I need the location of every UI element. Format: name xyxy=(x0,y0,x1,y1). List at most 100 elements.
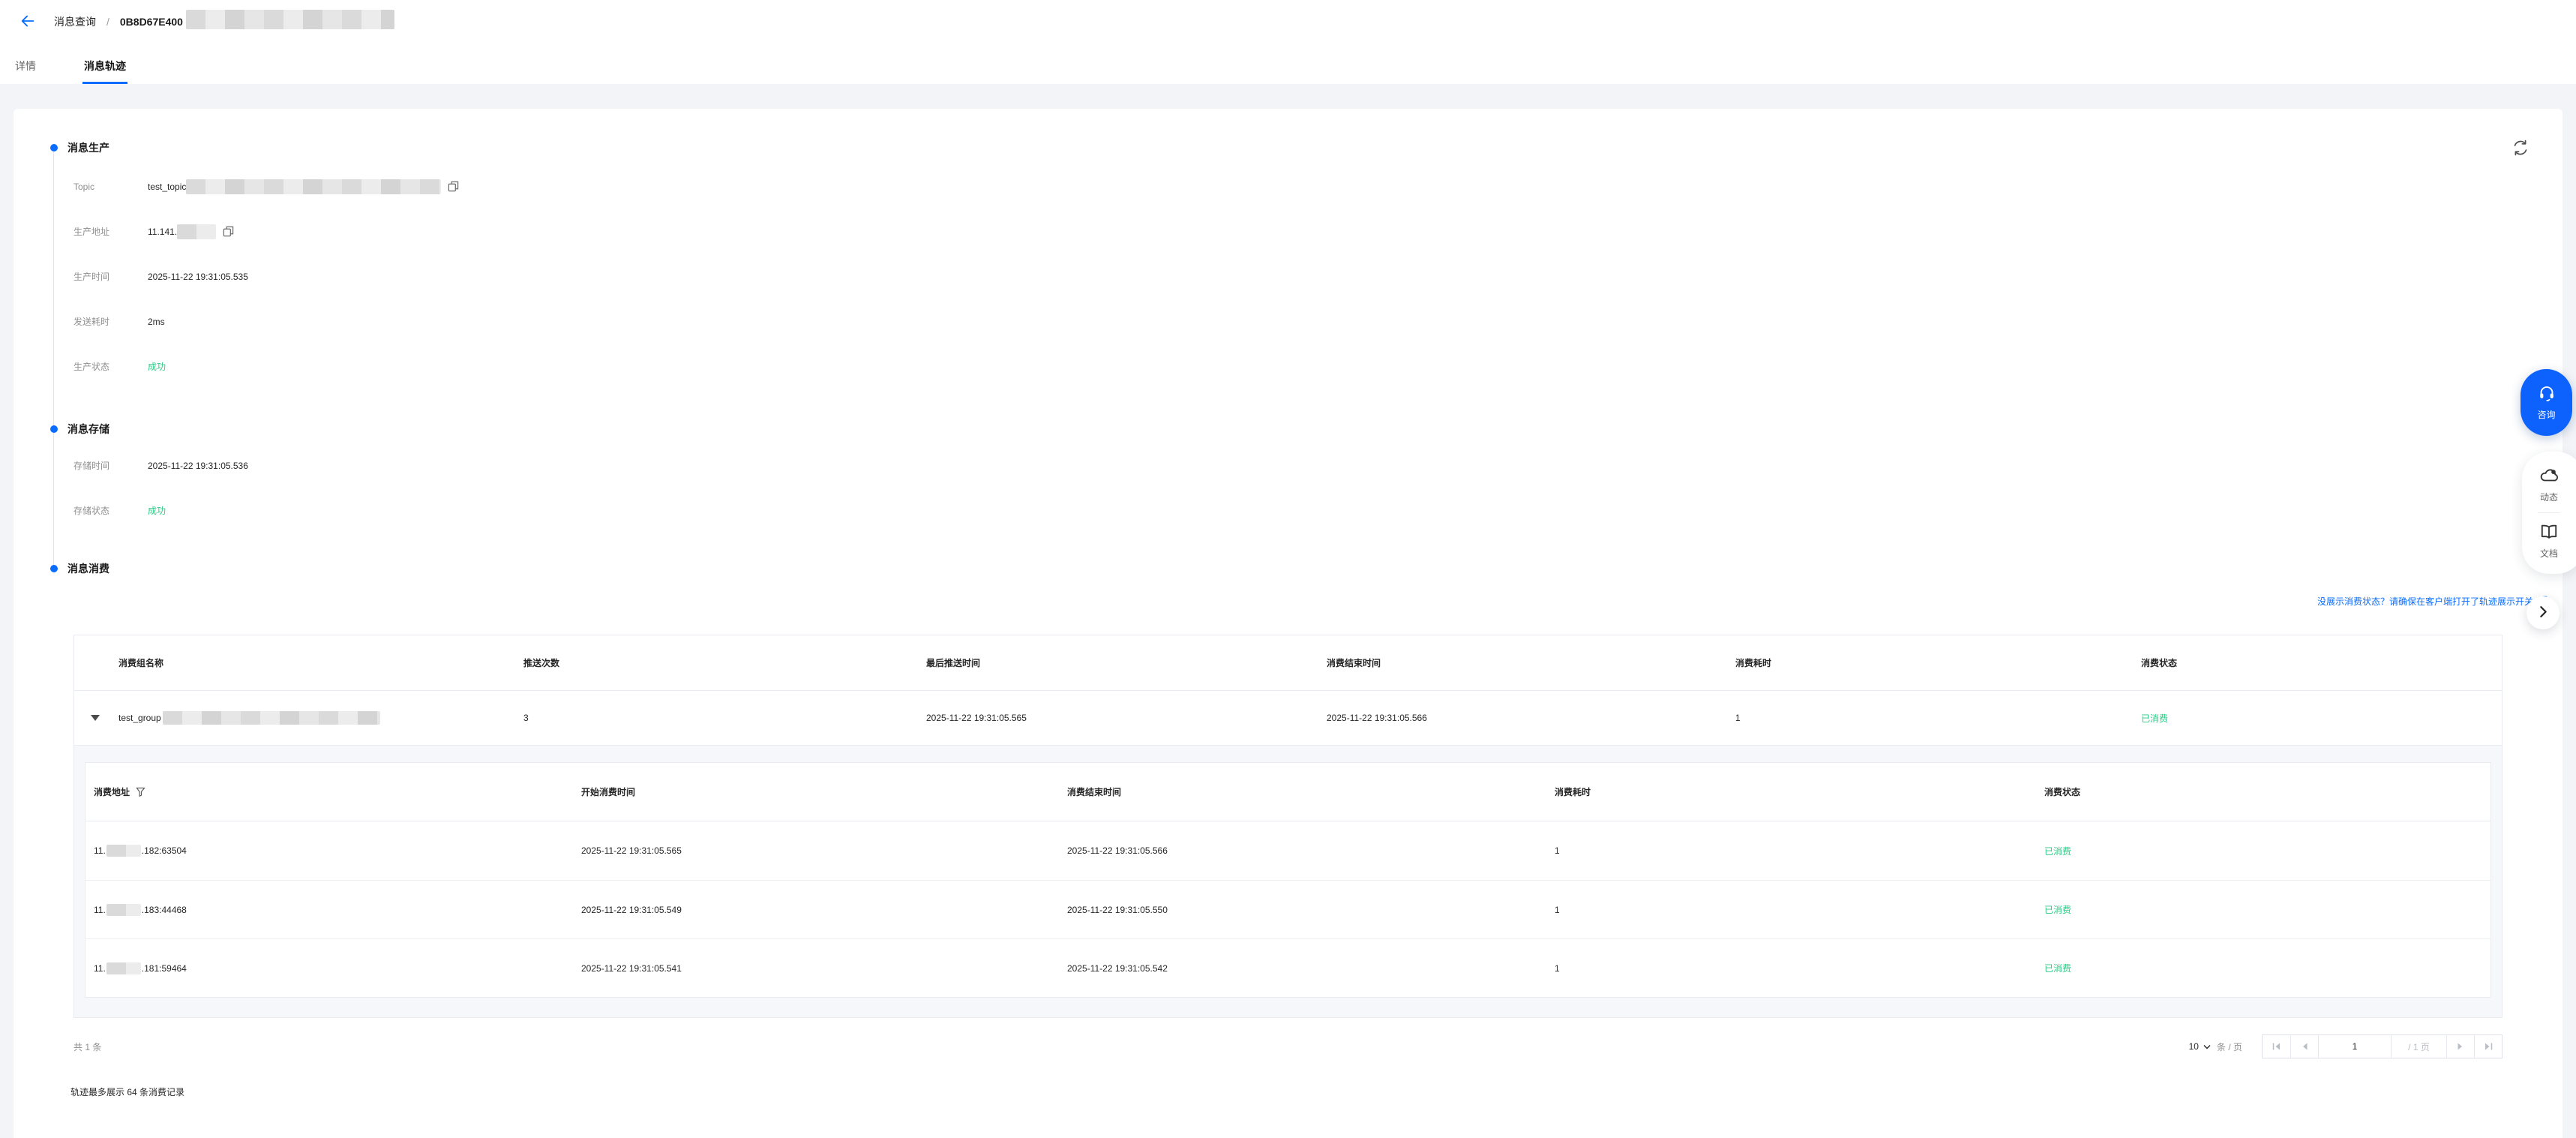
trace-switch-help-link[interactable]: 没展示消费状态？请确保在客户端打开了轨迹展示开关 xyxy=(2317,595,2548,608)
topic-value: test_topic xyxy=(148,181,187,192)
field-produce-address: 生产地址 11.141. xyxy=(73,224,2563,239)
consume-address: 11. xyxy=(94,962,106,974)
redacted-ip xyxy=(106,903,141,916)
field-send-cost: 发送耗时 2ms xyxy=(73,315,2563,328)
consume-address-suffix: .183:44468 xyxy=(141,904,187,915)
col-header: 消费地址 xyxy=(94,787,130,797)
consume-address: 11. xyxy=(94,845,106,856)
top-bar: 消息查询 / 0B8D67E400 xyxy=(0,0,2576,44)
consume-start-cell: 2025-11-22 19:31:05.541 xyxy=(581,962,682,974)
section-title-storage: 消息存储 xyxy=(50,422,2563,437)
consume-start-cell: 2025-11-22 19:31:05.549 xyxy=(581,904,682,915)
consume-status-badge: 已消费 xyxy=(2044,905,2072,915)
news-button[interactable]: 动态 xyxy=(2539,466,2566,503)
produce-status-badge: 成功 xyxy=(148,362,166,372)
expanded-row-area: 消费地址 开始消费时间 消费结束时间 消费耗时 消费状态 11. xyxy=(74,745,2502,1017)
page-controls: 1 / 1 页 xyxy=(2262,1034,2503,1058)
field-label: 生产状态 xyxy=(73,362,110,372)
book-icon xyxy=(2539,522,2559,544)
consume-end-time-cell: 2025-11-22 19:31:05.566 xyxy=(1327,713,1427,723)
redacted-topic xyxy=(186,179,442,194)
consume-status-badge: 已消费 xyxy=(2044,963,2072,974)
tab-message-trace[interactable]: 消息轨迹 xyxy=(82,59,127,84)
consume-end-cell: 2025-11-22 19:31:05.566 xyxy=(1067,845,1168,856)
arrow-left-icon xyxy=(19,13,36,32)
group-table-row: test_group 3 2025-11-22 19:31:05.565 202… xyxy=(74,691,2502,745)
col-header: 开始消费时间 xyxy=(581,787,636,797)
panel-expand-button[interactable] xyxy=(2527,596,2560,629)
side-tool-pill: 动态 文档 xyxy=(2522,452,2576,574)
last-push-time-cell: 2025-11-22 19:31:05.565 xyxy=(926,713,1027,723)
store-status-badge: 成功 xyxy=(148,506,166,516)
collapse-row-icon[interactable] xyxy=(91,715,100,721)
detail-table-row: 11. .182:63504 2025-11-22 19:31:05.565 2… xyxy=(85,821,2491,880)
pill-divider xyxy=(2538,512,2560,513)
col-header: 消费耗时 xyxy=(1735,658,1772,668)
tab-bar: 详情 消息轨迹 xyxy=(0,44,2576,84)
col-header: 消费结束时间 xyxy=(1327,658,1381,668)
redacted-message-id xyxy=(185,10,394,29)
consume-address-suffix: .181:59464 xyxy=(141,962,187,974)
refresh-icon[interactable] xyxy=(2512,139,2530,159)
breadcrumb-root[interactable]: 消息查询 xyxy=(54,16,96,28)
consume-address: 11. xyxy=(94,904,106,915)
consume-cost-cell: 1 xyxy=(1555,962,1560,974)
docs-label: 文档 xyxy=(2539,548,2558,559)
send-cost-value: 2ms xyxy=(148,316,165,327)
push-count-cell: 3 xyxy=(523,713,529,723)
cloud-bell-icon xyxy=(2539,466,2559,488)
consume-detail-table: 消费地址 开始消费时间 消费结束时间 消费耗时 消费状态 11. xyxy=(85,762,2491,998)
total-pages-label: / 1 页 xyxy=(2391,1035,2446,1058)
detail-table-header: 消费地址 开始消费时间 消费结束时间 消费耗时 消费状态 xyxy=(85,763,2491,821)
col-header: 消费组名称 xyxy=(118,658,164,668)
consult-button[interactable]: 咨询 xyxy=(2521,369,2572,436)
last-page-button[interactable] xyxy=(2474,1035,2502,1058)
copy-icon[interactable] xyxy=(448,181,459,192)
col-header: 推送次数 xyxy=(523,658,560,668)
timeline-line xyxy=(53,152,54,570)
field-produce-time: 生产时间 2025-11-22 19:31:05.535 xyxy=(73,270,2563,283)
field-label: 生产地址 xyxy=(73,227,110,237)
col-header: 消费状态 xyxy=(2141,658,2178,668)
col-header: 消费耗时 xyxy=(1555,787,1591,797)
filter-icon[interactable] xyxy=(136,787,145,797)
group-table-header: 消费组名称 推送次数 最后推送时间 消费结束时间 消费耗时 消费状态 xyxy=(74,635,2502,691)
breadcrumb-separator: / xyxy=(106,16,109,28)
field-produce-status: 生产状态 成功 xyxy=(73,360,2563,373)
chevron-down-icon xyxy=(2203,1041,2211,1052)
back-button[interactable] xyxy=(19,13,36,32)
produce-address-value: 11.141. xyxy=(148,226,178,237)
field-store-time: 存储时间 2025-11-22 19:31:05.536 xyxy=(73,459,2563,472)
col-header: 消费状态 xyxy=(2044,787,2081,797)
page-size-unit: 条 / 页 xyxy=(2216,1041,2242,1052)
consume-status-badge: 已消费 xyxy=(2044,845,2072,857)
consume-end-cell: 2025-11-22 19:31:05.550 xyxy=(1067,904,1168,915)
field-topic: Topic test_topic xyxy=(73,179,2563,194)
detail-table-row: 11. .183:44468 2025-11-22 19:31:05.549 2… xyxy=(85,880,2491,938)
consume-start-cell: 2025-11-22 19:31:05.565 xyxy=(581,845,682,856)
prev-page-button[interactable] xyxy=(2290,1035,2318,1058)
docs-button[interactable]: 文档 xyxy=(2539,522,2566,560)
field-store-status: 存储状态 成功 xyxy=(73,504,2563,517)
page-size-select[interactable]: 10 条 / 页 xyxy=(2189,1040,2242,1053)
next-page-button[interactable] xyxy=(2446,1035,2474,1058)
chevron-right-icon xyxy=(2539,605,2548,620)
consume-address-suffix: .182:63504 xyxy=(141,845,187,856)
redacted-ip xyxy=(106,962,141,974)
section-title-production: 消息生产 xyxy=(50,140,2563,155)
first-page-button[interactable] xyxy=(2263,1035,2290,1058)
consumer-group-table: 消费组名称 推送次数 最后推送时间 消费结束时间 消费耗时 消费状态 test_… xyxy=(73,635,2503,1018)
section-title-consumption: 消息消费 xyxy=(50,561,2563,576)
copy-icon[interactable] xyxy=(223,226,234,237)
news-label: 动态 xyxy=(2539,492,2558,503)
trace-limit-note: 轨迹最多展示 64 条消费记录 xyxy=(70,1087,185,1097)
help-row: 没展示消费状态？请确保在客户端打开了轨迹展示开关 xyxy=(13,595,2563,608)
headset-icon xyxy=(2538,384,2556,404)
field-label: 存储时间 xyxy=(73,461,110,471)
page-number-input[interactable]: 1 xyxy=(2318,1035,2391,1058)
page-content: 消息生产 Topic test_topic 生产地址 11.141. xyxy=(0,84,2576,1138)
col-header: 最后推送时间 xyxy=(926,658,981,668)
field-label: 存储状态 xyxy=(73,506,110,516)
tab-details[interactable]: 详情 xyxy=(15,60,36,72)
table-footer: 共 1 条 10 条 / 页 1 / 1 xyxy=(73,1034,2503,1058)
